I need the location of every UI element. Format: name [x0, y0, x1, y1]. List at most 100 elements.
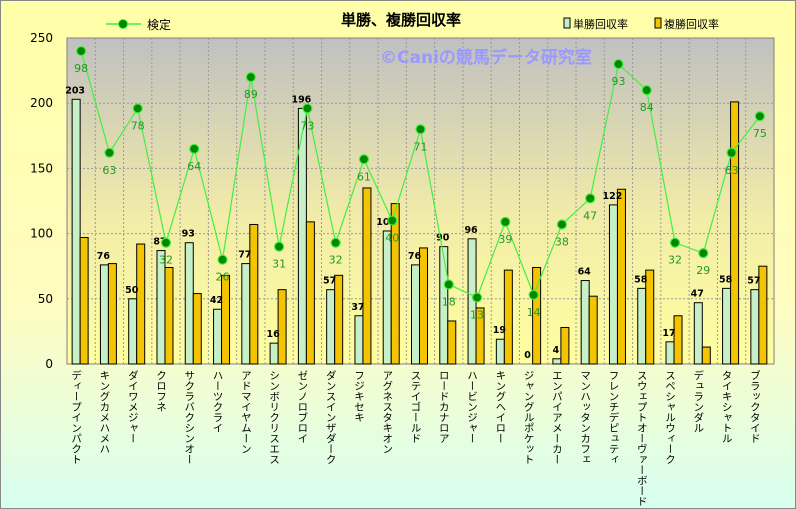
line-point-label: 71 — [414, 140, 428, 153]
line-point — [274, 241, 285, 252]
x-tick-label: キングカメハメハ — [98, 370, 110, 454]
legend-bar1-label: 単勝回収率 — [573, 17, 628, 31]
x-tick-label: アグネスタキオン — [381, 370, 393, 454]
line-point-label: 31 — [272, 258, 286, 271]
line-point-label: 89 — [244, 88, 258, 101]
bar-tansho — [411, 264, 420, 365]
x-tick-label: ダンスインザダーク — [325, 370, 337, 465]
y-tick-label: 0 — [45, 357, 53, 371]
line-point-label: 26 — [216, 271, 230, 284]
x-tick-label: デュランダル — [692, 369, 704, 433]
x-tick-label: ディープインパクト — [70, 369, 82, 464]
bar-fukusho — [136, 243, 146, 365]
bar-fukusho — [447, 320, 457, 365]
bar-tansho-label: 90 — [436, 233, 450, 244]
x-tick-label: ロードカナロア — [438, 370, 450, 444]
line-point-label: 63 — [102, 164, 116, 177]
line-point-label: 40 — [385, 232, 399, 245]
bar-tansho — [71, 98, 81, 365]
bar-fukusho — [221, 274, 231, 365]
legend-line-marker — [118, 19, 128, 29]
legend-bar2-label: 複勝回収率 — [664, 17, 719, 31]
bar-tansho — [382, 230, 392, 365]
bar-tansho — [241, 263, 251, 365]
line-point-label: 61 — [357, 170, 371, 183]
line-point-label: 39 — [498, 233, 512, 246]
bar-tansho-label: 37 — [351, 302, 364, 313]
bar-fukusho — [362, 187, 372, 365]
bar-fukusho — [758, 265, 768, 365]
bar-tansho-label: 57 — [747, 276, 760, 287]
line-point — [556, 219, 568, 230]
line-point — [471, 292, 483, 303]
y-tick-label: 150 — [30, 161, 53, 175]
x-tick-label: スウェプトオーヴァーボード — [636, 370, 648, 507]
line-point — [245, 72, 256, 83]
x-tick-label: マンハッタンカフェ — [579, 370, 591, 465]
bar-fukusho — [532, 267, 542, 365]
line-point-label: 75 — [753, 127, 767, 140]
chart-title: 単勝、複勝回収率 — [341, 11, 461, 29]
line-point — [443, 279, 454, 290]
bar-tansho-label: 42 — [210, 295, 223, 306]
line-point — [387, 215, 398, 226]
bar-tansho-label: 122 — [603, 191, 623, 202]
bar-tansho-label: 50 — [125, 285, 139, 296]
line-point — [754, 111, 765, 122]
bar-tansho — [552, 358, 562, 365]
line-point — [217, 254, 228, 265]
line-point-label: 14 — [527, 306, 541, 319]
bar-tansho-label: 203 — [65, 85, 85, 96]
line-point — [132, 103, 143, 114]
bar-fukusho — [164, 267, 174, 365]
line-point-label: 32 — [159, 254, 173, 267]
line-point — [302, 103, 313, 114]
bar-tansho — [128, 298, 138, 365]
bar-fukusho — [390, 203, 400, 365]
bar-tansho-label: 47 — [691, 289, 704, 300]
bar-tansho-label: 16 — [266, 329, 280, 340]
x-tick-label: ハービンジャー — [466, 370, 478, 444]
x-tick-label: シンボリクリスエス — [268, 370, 280, 465]
bar-tansho-label: 17 — [662, 328, 675, 339]
bar-tansho — [750, 289, 760, 365]
bar-tansho — [608, 204, 618, 365]
legend-bar2-swatch — [654, 17, 662, 29]
bar-fukusho — [192, 293, 202, 365]
line-point — [585, 193, 596, 204]
legend-line: 検定 — [106, 17, 171, 32]
bar-fukusho — [475, 307, 485, 365]
line-point — [641, 85, 652, 96]
bar-fukusho — [249, 223, 259, 365]
bar-tansho — [184, 242, 194, 365]
legend-bars: 単勝回収率 複勝回収率 — [563, 17, 719, 31]
line-point-label: 13 — [470, 308, 484, 321]
bar-fukusho — [588, 295, 598, 365]
x-tick-label: クロフネ — [155, 370, 167, 412]
line-point — [726, 147, 737, 158]
bar-tansho-label: 96 — [464, 225, 478, 236]
bar-tansho — [99, 264, 109, 365]
line-point-label: 47 — [583, 209, 597, 222]
line-point-label: 32 — [329, 254, 343, 267]
x-tick-label: スペシャルウィーク — [664, 370, 676, 465]
line-point — [358, 154, 370, 165]
bar-tansho-label: 19 — [493, 325, 506, 336]
bar-tansho — [213, 308, 223, 365]
x-tick-label: ゼンノロブロイ — [296, 370, 308, 444]
bar-tansho — [693, 302, 703, 365]
bar-tansho-label: 102 — [376, 217, 396, 228]
bar-tansho — [269, 342, 279, 365]
line-point — [415, 124, 426, 135]
line-point-label: 84 — [640, 101, 654, 114]
bar-fukusho — [616, 188, 626, 365]
line-point-label: 38 — [555, 235, 569, 248]
bar-fukusho — [305, 221, 315, 365]
bar-tansho — [637, 287, 647, 365]
line-point — [528, 289, 539, 300]
bar-tansho — [495, 338, 505, 365]
x-tick-label: フレンチデピュティ — [607, 370, 619, 465]
line-point — [698, 248, 709, 259]
